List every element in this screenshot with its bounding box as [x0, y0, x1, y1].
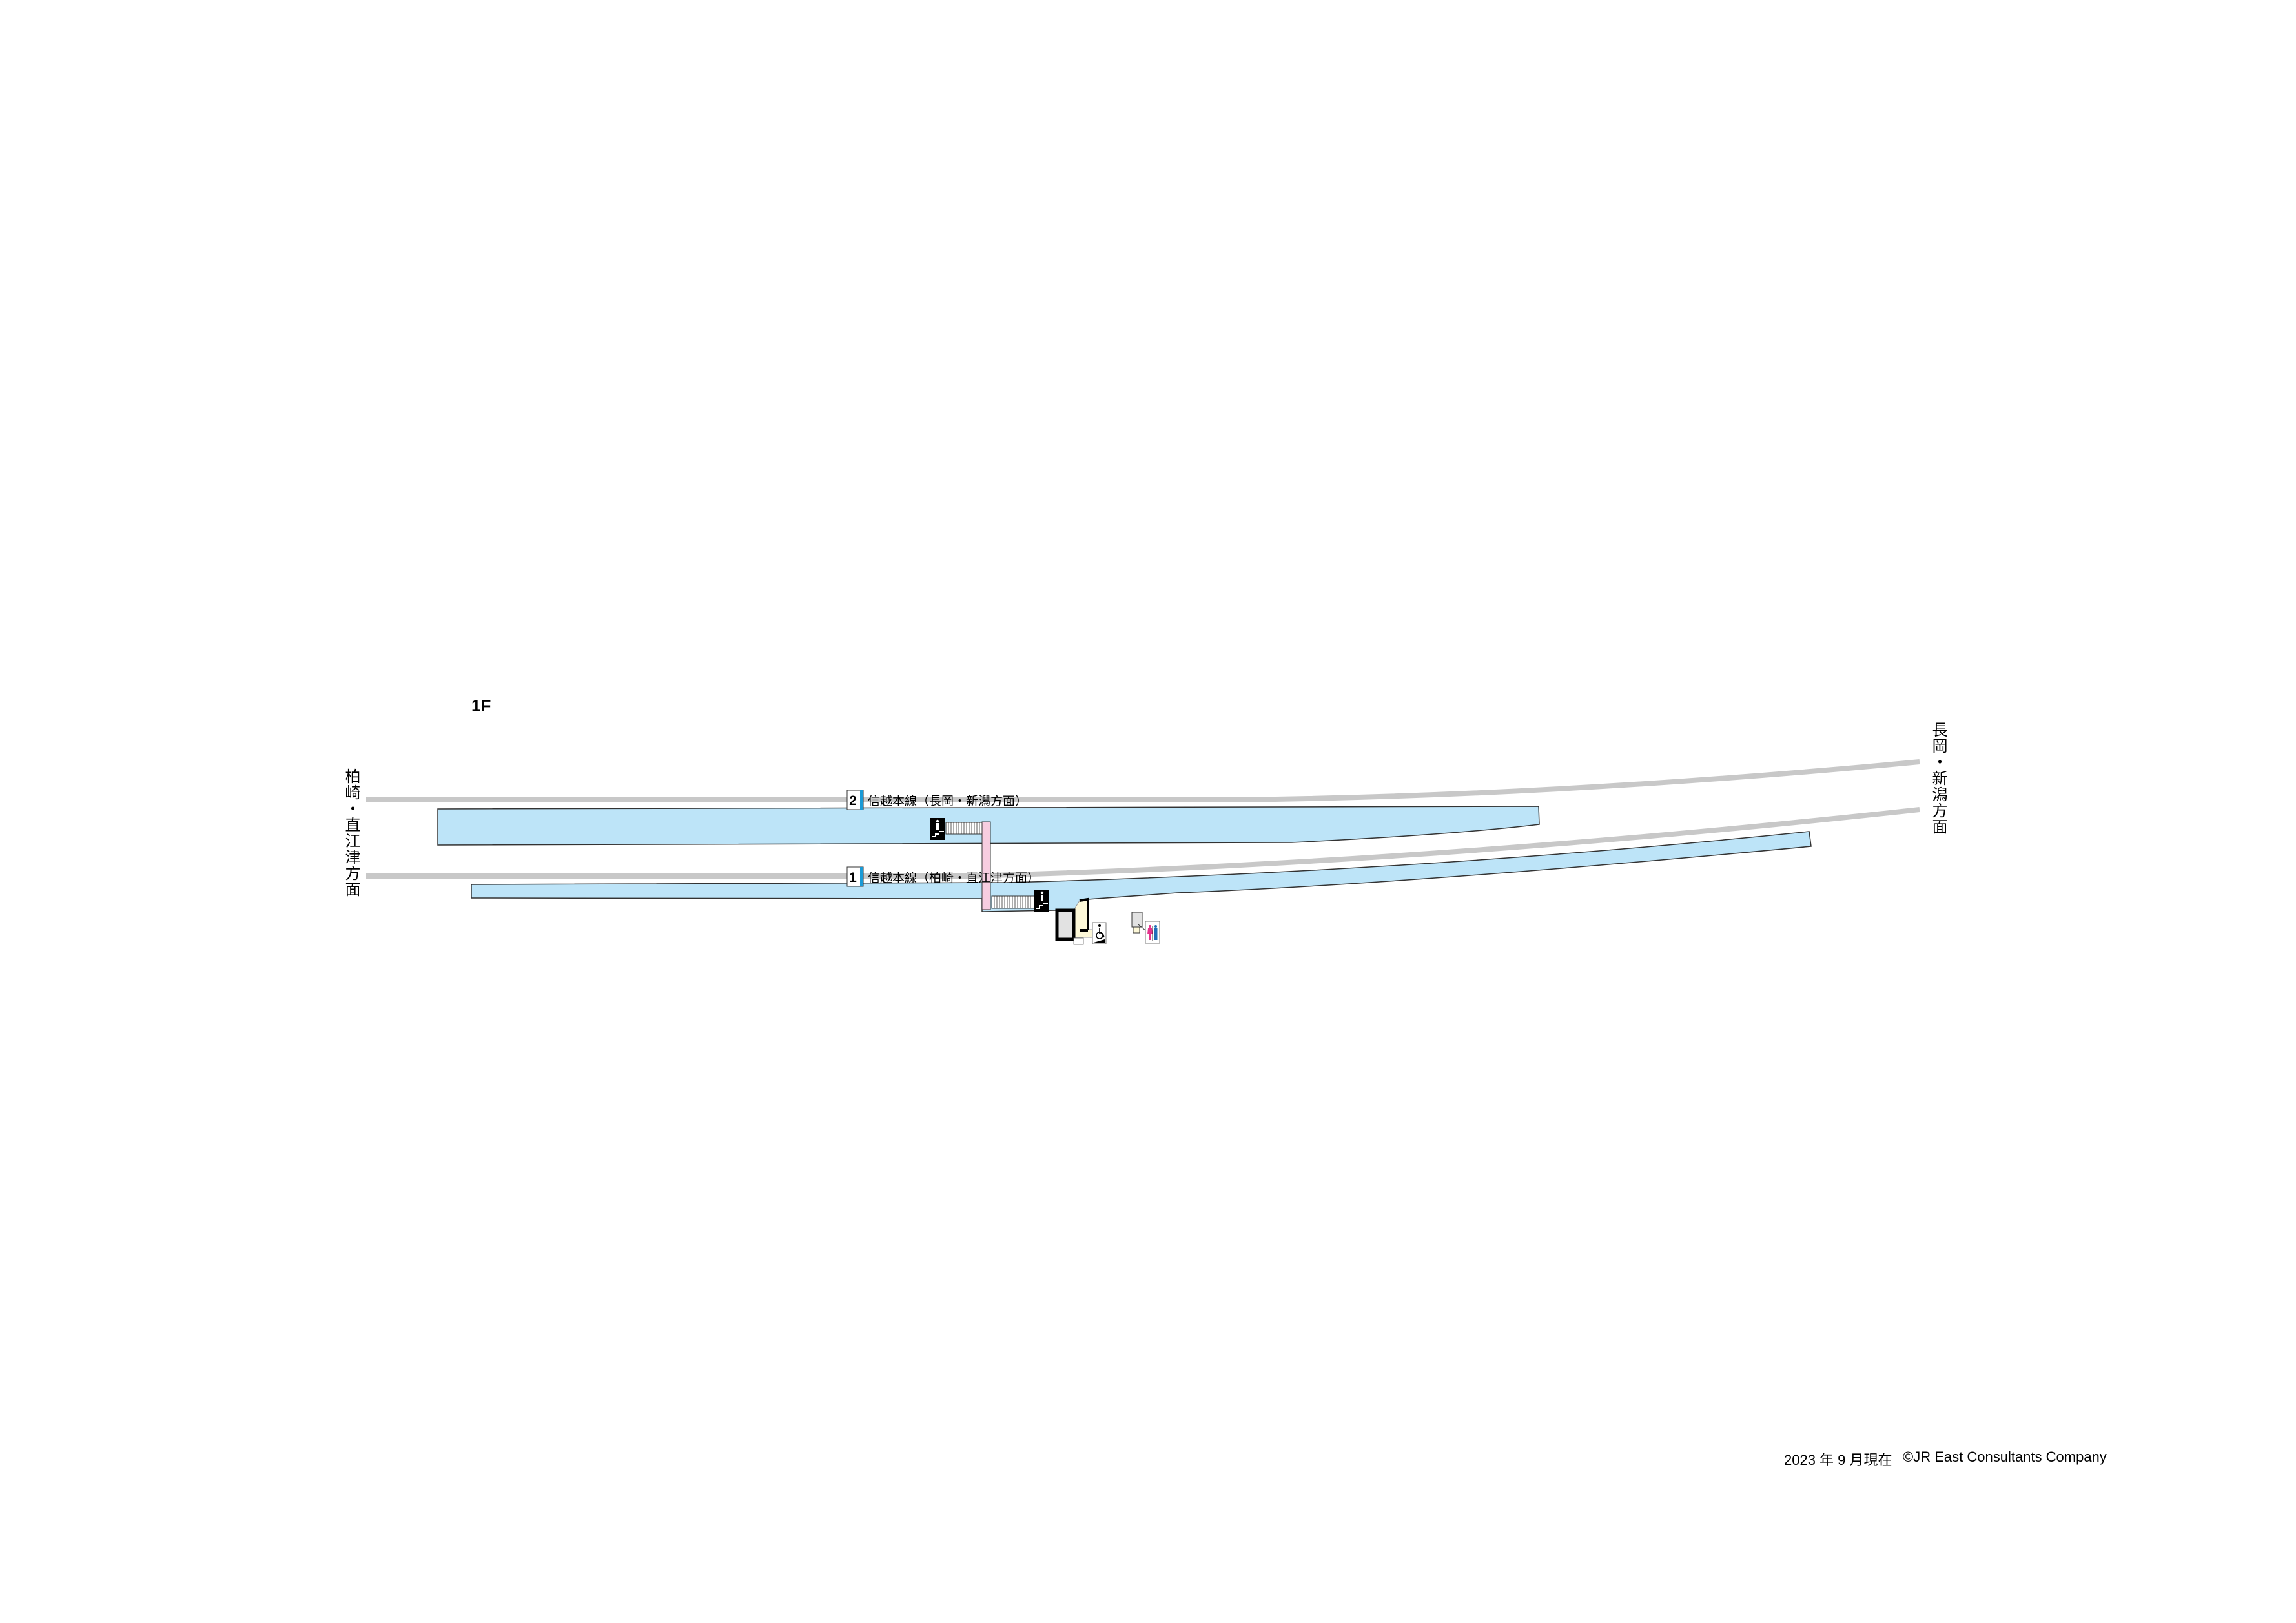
stairs-up-icon	[1034, 890, 1049, 912]
stairs-up-icon	[930, 818, 945, 840]
track-1	[366, 807, 1920, 879]
footbridge	[981, 821, 991, 910]
direction-right: 長岡・新潟方面	[1929, 722, 1947, 835]
track-1-label: 信越本線（柏崎・直江津方面）	[868, 871, 1040, 885]
track-2-sign: 2 信越本線（長岡・新潟方面）	[846, 790, 1027, 810]
stairs-platform-1	[991, 895, 1035, 909]
direction-left: 柏崎・直江津方面	[342, 768, 360, 897]
floor-label: 1F	[471, 696, 491, 715]
track-2-number: 2	[849, 793, 857, 808]
track-2-label: 信越本線（長岡・新潟方面）	[868, 794, 1027, 808]
footer-date: 2023 年 9 月現在	[1784, 1452, 1892, 1468]
track-2	[366, 759, 1920, 802]
restroom-icon	[1145, 921, 1160, 944]
footer-copyright: ©JR East Consultants Company	[1903, 1449, 2107, 1465]
wheelchair-ramp-icon	[1092, 922, 1107, 944]
station-building	[1055, 897, 1097, 945]
track-1-number: 1	[849, 870, 857, 885]
ticket-machine-icon	[1131, 912, 1147, 934]
platform-1	[471, 831, 1812, 912]
track-1-sign: 1 信越本線（柏崎・直江津方面）	[846, 866, 1040, 887]
stairs-platform-2	[945, 822, 983, 835]
